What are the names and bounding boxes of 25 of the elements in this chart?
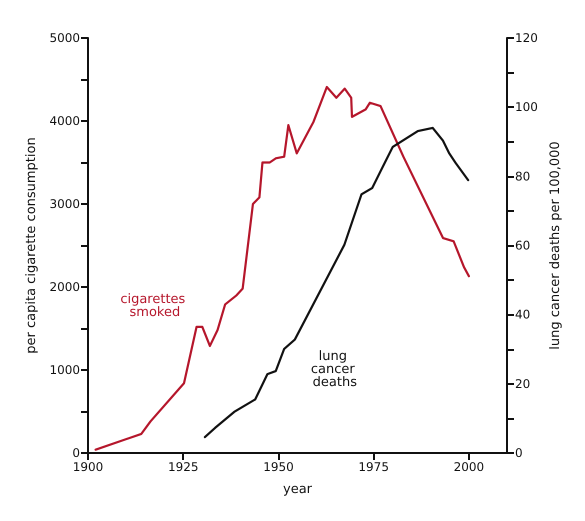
y2-tick-label: 20 (515, 376, 530, 391)
line-series (204, 126, 470, 438)
y-tick-label: 3000 (49, 197, 80, 211)
y2-tick-label: 80 (515, 169, 530, 184)
y2-axis-title: lung cancer deaths per 100,000 (548, 141, 563, 350)
series-label: cigarettes smoked (120, 292, 190, 320)
y2-tick-label: 40 (515, 308, 530, 322)
x-tick-label: 1900 (72, 460, 104, 474)
line-series (94, 86, 470, 451)
y2-tick-label: 100 (515, 100, 538, 114)
x-axis-title: year (282, 482, 313, 497)
y-tick-label: 0 (72, 446, 80, 460)
y-tick-label: 5000 (49, 31, 80, 45)
y-tick-label: 1000 (49, 363, 80, 377)
y-tick-label: 2000 (49, 280, 80, 294)
series-label: lung cancer deaths (310, 349, 359, 390)
y2-tick-label: 60 (515, 238, 530, 252)
y-tick-label: 4000 (49, 114, 80, 128)
x-tick-label: 1925 (168, 460, 198, 474)
x-tick-label: 2000 (454, 460, 484, 474)
y-axis-title: per capita cigarette consumption (24, 137, 39, 354)
y2-tick-label: 0 (515, 446, 523, 460)
y2-tick-label: 120 (515, 31, 538, 45)
x-tick-label: 1950 (263, 460, 294, 474)
x-tick-label: 1975 (358, 460, 389, 474)
